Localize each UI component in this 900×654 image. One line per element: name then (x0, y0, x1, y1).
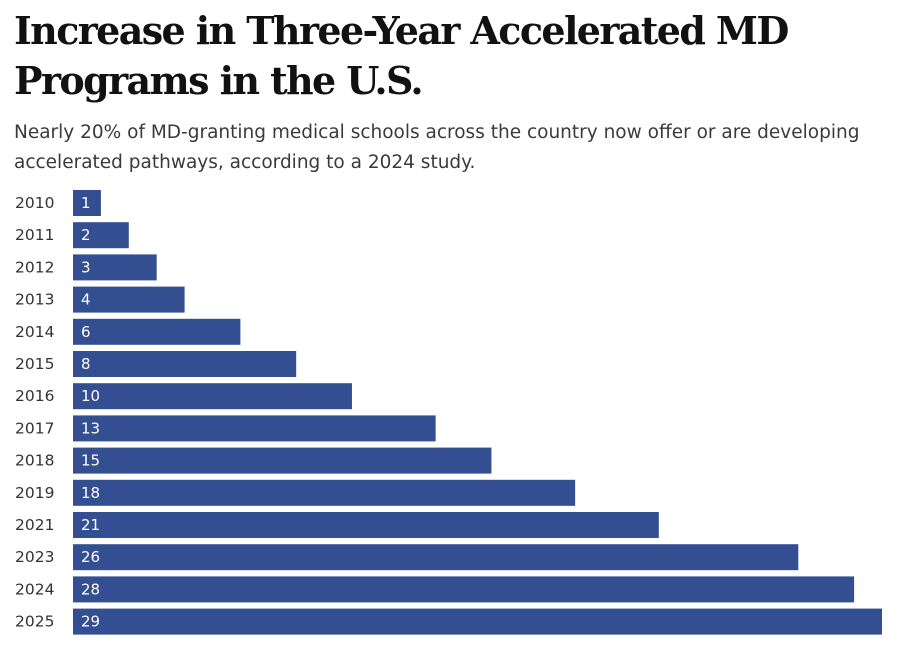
bar (73, 447, 492, 474)
bar-value-label: 29 (81, 613, 100, 631)
category-label: 2023 (15, 548, 54, 566)
category-label: 2015 (15, 355, 54, 373)
bar-chart: 2010 1 2011 2 2012 3 2013 4 2014 6 2015 8 2016 10 2017… (0, 186, 900, 646)
bar-value-label: 18 (81, 484, 100, 502)
bar-value-label: 26 (81, 548, 100, 566)
bar-value-label: 15 (81, 452, 100, 470)
bar (73, 479, 576, 506)
bar (73, 608, 882, 635)
category-label: 2025 (15, 613, 54, 631)
bar (73, 318, 241, 345)
bar-value-label: 8 (81, 355, 91, 373)
category-label: 2018 (15, 452, 54, 470)
bar (73, 576, 855, 603)
category-label: 2010 (15, 194, 54, 212)
bar-value-label: 10 (81, 387, 100, 405)
category-label: 2013 (15, 291, 54, 309)
category-label: 2019 (15, 484, 54, 502)
category-label: 2011 (15, 226, 54, 244)
bar-value-label: 28 (81, 580, 100, 598)
category-label: 2021 (15, 516, 54, 534)
bar-value-label: 4 (81, 291, 91, 309)
chart-title: Increase in Three-Year Accelerated MD Pr… (14, 8, 789, 103)
category-label: 2012 (15, 258, 54, 276)
bar (73, 383, 352, 410)
bar (73, 190, 101, 216)
bar-value-label: 3 (81, 258, 91, 276)
bar-value-label: 2 (81, 226, 91, 244)
bar-value-label: 6 (81, 323, 91, 341)
bar-value-label: 13 (81, 419, 100, 437)
bar-value-label: 1 (81, 194, 91, 212)
bar (73, 415, 436, 442)
bar (73, 512, 659, 538)
bar (73, 222, 129, 249)
category-label: 2024 (15, 580, 54, 598)
bar-chart-svg: 2010 1 2011 2 2012 3 2013 4 2014 6 2015 8 2016 10 2017… (15, 190, 882, 635)
category-label: 2016 (15, 387, 54, 405)
category-label: 2017 (15, 419, 54, 437)
bar (73, 286, 185, 313)
chart-subtitle: Nearly 20% of MD-granting medical school… (14, 122, 860, 173)
bar (73, 254, 157, 281)
bar (73, 544, 799, 571)
category-label: 2014 (15, 323, 54, 341)
bar-value-label: 21 (81, 516, 100, 534)
bar (73, 351, 297, 377)
